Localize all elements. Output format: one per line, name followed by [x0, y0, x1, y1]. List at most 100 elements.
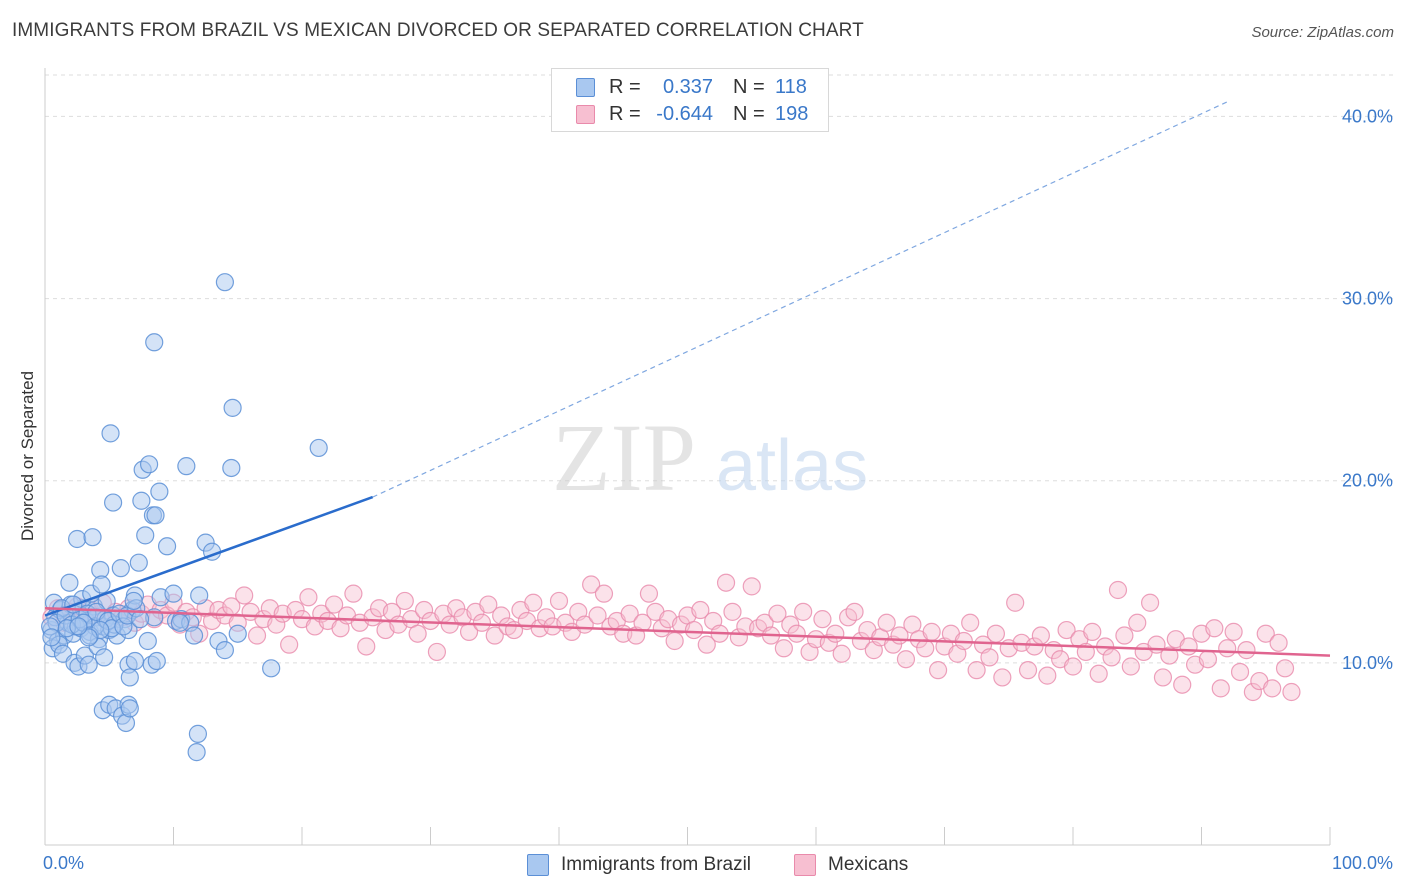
y-tick-label: 40.0% [1342, 106, 1393, 126]
mexicans-point [794, 602, 813, 621]
watermark-zip: ZIP [552, 404, 696, 511]
y-tick-label: 30.0% [1342, 289, 1393, 309]
mexicans-point [1198, 650, 1218, 669]
y-axis-label: Divorced or Separated [18, 370, 37, 542]
trend-lines [44, 101, 1331, 657]
bottom-legend-swatch-brazil [527, 854, 549, 876]
legend-n-label: N = [733, 75, 765, 98]
brazil-point [177, 457, 196, 476]
brazil-point [101, 424, 120, 443]
brazil-points [41, 273, 328, 762]
mexicans-point [826, 624, 845, 643]
brazil-point [309, 438, 328, 458]
brazil-point [136, 526, 155, 545]
mexicans-point [1160, 646, 1179, 665]
axes [44, 68, 1331, 846]
legend-n-value: 198 [775, 102, 809, 125]
mexicans-point [1237, 641, 1256, 660]
mexicans-point [697, 635, 716, 654]
brazil-point [120, 699, 139, 718]
mexicans-point [447, 599, 466, 618]
brazil-point [147, 651, 166, 671]
brazil-point [104, 493, 123, 512]
mexicans-point [665, 631, 684, 651]
watermark: ZIP atlas [552, 404, 868, 511]
mexicans-point [427, 642, 447, 662]
mexicans-point [1102, 648, 1121, 667]
legend-r-value: 0.337 [662, 75, 713, 98]
legend-r-label: R = [609, 75, 641, 98]
mexicans-point [845, 602, 864, 621]
y-tick-label: 10.0% [1342, 653, 1393, 673]
mexicans-point [1230, 662, 1250, 682]
mexicans-point [1256, 624, 1275, 643]
mexicans-point [485, 626, 504, 645]
brazil-point [129, 553, 148, 572]
mexicans-point [1089, 664, 1108, 683]
brazil-point [138, 631, 157, 651]
brazil-point [60, 573, 79, 592]
mexicans-point [1179, 637, 1198, 656]
mexicans-point [980, 648, 999, 667]
mexicans-point [684, 620, 704, 640]
mexicans-point [819, 633, 838, 652]
brazil-point [130, 610, 150, 629]
legend-r-value: -0.644 [656, 102, 713, 125]
brazil-point [146, 506, 165, 525]
mexicans-point [247, 626, 267, 645]
mexicans-point [582, 575, 601, 594]
brazil-point [42, 628, 61, 647]
brazil-point [125, 651, 145, 671]
brazil-point [92, 575, 111, 594]
brazil-trend-extension [372, 101, 1228, 498]
mexicans-point [1038, 666, 1057, 685]
mexicans-point [1115, 626, 1134, 645]
mexicans-point [1224, 622, 1243, 641]
legend-n-label: N = [733, 102, 765, 125]
legend-swatch-mexicans [576, 104, 595, 124]
mexicans-point [1275, 659, 1295, 678]
mexicans-point [961, 613, 980, 632]
legend-row-mexicans: R = -0.644 N = 198 [576, 101, 808, 127]
mexicans-trend-line [44, 606, 1331, 657]
bottom-legend-swatch-mexicans [794, 854, 816, 876]
legend-swatch-brazil [576, 77, 595, 97]
mexicans-point [325, 595, 344, 614]
mexicans-point [877, 613, 896, 632]
mexicans-point [1018, 661, 1038, 680]
source-label: Source: ZipAtlas.com [1251, 24, 1394, 41]
brazil-point [170, 613, 190, 632]
mexicans-point [594, 584, 614, 603]
legend: R = 0.337 N = 118 R = -0.644 N = 198 [551, 68, 829, 132]
mexicans-point [639, 584, 659, 603]
brazil-point [68, 529, 87, 549]
mexicans-point [1218, 639, 1237, 658]
y-tick-label: 20.0% [1342, 471, 1393, 491]
mexicans-point [742, 577, 761, 596]
mexicans-point [916, 639, 935, 658]
mexicans-point [1153, 668, 1173, 687]
mexicans-point [1121, 657, 1140, 676]
mexicans-point [588, 606, 607, 625]
brazil-point [262, 659, 281, 678]
mexicans-point [479, 595, 498, 614]
mexicans-point [1108, 580, 1128, 600]
x-tick-label: 100.0% [1332, 853, 1393, 873]
tick-labels: 10.0% 20.0% 30.0% 40.0% 0.0% 100.0% [43, 106, 1393, 873]
watermark-atlas: atlas [716, 426, 868, 506]
brazil-point [223, 398, 242, 417]
brazil-point [188, 724, 208, 743]
mexicans-point [1128, 613, 1147, 632]
brazil-trend-line [44, 495, 374, 617]
brazil-point [190, 586, 209, 605]
mexicans-point [896, 650, 916, 669]
legend-n-value: 118 [775, 75, 807, 98]
brazil-point [132, 491, 151, 510]
brazil-point [79, 655, 98, 674]
mexicans-point [928, 661, 948, 680]
brazil-point [120, 668, 139, 687]
mexicans-point [1211, 679, 1230, 698]
mexicans-point [716, 573, 736, 592]
mexicans-point [1243, 682, 1263, 702]
mexicans-point [1063, 657, 1083, 676]
